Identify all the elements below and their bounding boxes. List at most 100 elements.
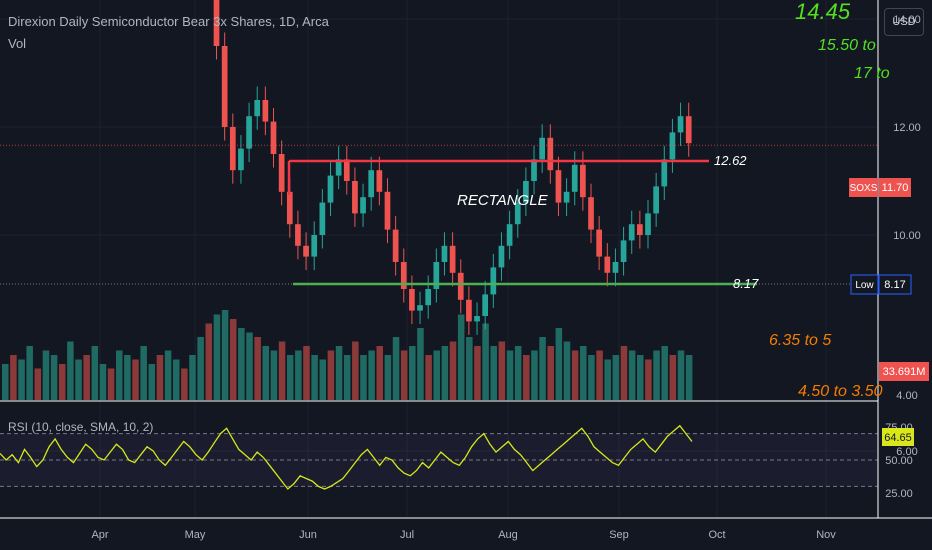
volume-bar [205, 323, 213, 400]
candle-body [466, 299, 472, 322]
rsi-pane: RSI (10, close, SMA, 10, 2) [0, 420, 878, 490]
candle-body [335, 159, 342, 176]
candle-body [637, 224, 643, 235]
candle-body [278, 154, 285, 192]
candle-body [303, 245, 309, 257]
candle-body [449, 245, 456, 273]
x-tick-label: Sep [609, 529, 629, 541]
volume-bar [286, 355, 294, 400]
x-tick-label: Jun [299, 529, 317, 541]
candle-body [254, 100, 261, 117]
candle-body [270, 121, 277, 154]
candle-body [262, 100, 269, 122]
candle-body [246, 116, 252, 149]
candle-body [669, 132, 676, 160]
volume-bar [91, 346, 99, 400]
candle-body [596, 229, 603, 257]
candle-body [620, 240, 627, 262]
support-label: 8.17 [733, 276, 759, 291]
volume-bar [254, 337, 261, 400]
volume-bar [612, 355, 620, 400]
volume-bar [376, 346, 384, 400]
pattern-label: RECTANGLE [457, 192, 549, 209]
symbol-badge-box [849, 178, 878, 197]
candle-body [604, 256, 611, 273]
volume-bar [653, 350, 660, 400]
volume-bar [270, 350, 278, 400]
annotations: 12.62 8.17 RECTANGLE 14.45 15.50 to 17 to 6.35… [457, 0, 890, 400]
candle-body [441, 245, 448, 262]
volume-bar [2, 364, 9, 400]
candle-body [384, 191, 391, 230]
volume-bar [457, 314, 465, 400]
target-up-label: 15.50 to [818, 37, 876, 54]
volume-bar [368, 350, 375, 400]
volume-bar [596, 350, 603, 400]
volume-bar [115, 350, 123, 400]
volume-bar [580, 346, 587, 400]
rsi-title: RSI (10, close, SMA, 10, 2) [8, 420, 153, 434]
volume-bar [213, 314, 221, 400]
volume-bar [360, 355, 367, 400]
candle-body [229, 127, 236, 171]
candle-body [531, 159, 537, 181]
volume-bar [67, 341, 74, 400]
volume-bar [466, 337, 473, 400]
volume-bar [83, 355, 90, 400]
volume-bar [425, 355, 432, 400]
volume-badge: 33.691M [883, 366, 926, 378]
volume-bar [10, 355, 17, 400]
x-tick-label: May [185, 529, 206, 541]
rsi-band [0, 433, 878, 487]
volume-bar [42, 350, 50, 400]
volume-bar [26, 346, 33, 400]
currency-button[interactable]: USD [884, 8, 924, 36]
candle-body [555, 170, 562, 203]
volume-bar [669, 355, 677, 400]
volume-bar [246, 332, 253, 400]
candle-body [368, 170, 375, 198]
volume-bar [400, 350, 408, 400]
candle-body [352, 181, 358, 214]
candle-body [571, 164, 578, 192]
target-up-label: 14.45 [795, 0, 851, 24]
volume-bar [571, 350, 579, 400]
volume-bar [620, 346, 628, 400]
candle-body [612, 262, 619, 273]
volume-bar [661, 346, 668, 400]
candle-body [409, 289, 415, 311]
rsi-value-badge: 64.65 [884, 432, 912, 444]
candle-body [661, 159, 668, 187]
volume-bar [474, 346, 481, 400]
volume-bar [229, 319, 237, 400]
volume-bar [343, 355, 351, 400]
candle-body [498, 245, 505, 268]
low-badge-box [850, 274, 879, 295]
grid [0, 0, 878, 518]
rsi-value-badge-box [882, 428, 914, 446]
volume-bar [18, 359, 25, 400]
candle-body [628, 224, 635, 241]
volume-bar [449, 341, 457, 400]
volume-bar [498, 341, 506, 400]
x-tick-label: Nov [816, 529, 836, 541]
volume-bar [441, 346, 449, 400]
level-lines [0, 144, 878, 286]
volume-bar [563, 341, 571, 400]
volume-bar [238, 328, 245, 400]
volume-bar [409, 346, 416, 400]
candle-body [677, 116, 684, 133]
volume-bar [506, 350, 514, 400]
candle-body [392, 229, 399, 262]
candle-body [425, 289, 432, 306]
x-tick-label: Apr [91, 529, 108, 541]
candle-body [580, 164, 586, 198]
volume-bar [555, 328, 563, 400]
vol-label: Vol [8, 36, 27, 51]
volume-bar [335, 346, 343, 400]
y-tick-label: 12.00 [893, 122, 921, 134]
volume-bar [34, 368, 42, 400]
volume-bar [531, 350, 538, 400]
